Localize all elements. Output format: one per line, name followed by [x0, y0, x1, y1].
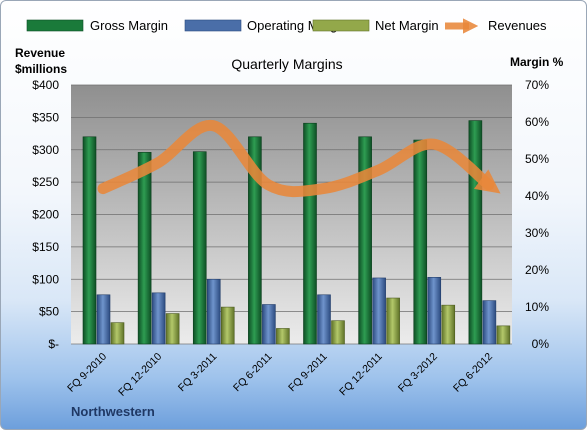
right-tick-label: 30%	[525, 226, 549, 240]
right-tick-label: 40%	[525, 189, 549, 203]
left-tick-label: $150	[32, 240, 59, 254]
left-tick-label: $400	[32, 78, 59, 92]
left-axis-ticks: $- $50 $100 $150 $200 $250 $300 $350 $400	[32, 78, 59, 351]
gross-margin-bar	[82, 136, 97, 345]
operating-margin-bar	[427, 277, 442, 345]
right-tick-label: 50%	[525, 152, 549, 166]
legend: Gross Margin Operating Margin Net Margin…	[26, 18, 547, 34]
legend-label-net-margin: Net Margin	[375, 18, 439, 33]
category-label: FQ 9-2010	[65, 351, 109, 395]
net-margin-bar	[331, 320, 345, 345]
net-margin-bar	[110, 322, 125, 345]
category-label: FQ 12-2011	[337, 351, 385, 399]
operating-margin-bar	[262, 304, 276, 345]
legend-item-revenues: Revenues	[445, 18, 547, 34]
bars	[82, 120, 511, 345]
right-axis-ticks: 0% 10% 20% 30% 40% 50% 60% 70%	[525, 78, 549, 351]
category-label: FQ 3-2011	[176, 351, 220, 395]
right-axis-title: Margin %	[510, 55, 564, 69]
net-margin-bar	[220, 306, 235, 345]
legend-label-gross-margin: Gross Margin	[90, 18, 168, 33]
gross-margin-bar	[468, 120, 483, 345]
legend-swatch-gross-margin	[26, 19, 84, 32]
legend-swatch-net-margin	[312, 19, 370, 32]
footer-label: Northwestern	[71, 404, 155, 419]
operating-margin-bar	[96, 294, 111, 345]
left-axis-title-line2: $millions	[15, 62, 67, 76]
net-margin-bar	[276, 328, 290, 345]
right-tick-label: 70%	[525, 78, 549, 92]
gross-margin-bar	[303, 122, 317, 345]
left-tick-label: $-	[48, 337, 59, 351]
left-tick-label: $100	[32, 272, 59, 286]
gross-margin-bar	[248, 136, 262, 345]
category-label: FQ 12-2010	[116, 351, 164, 399]
gross-margin-bar	[358, 136, 372, 345]
operating-margin-bar	[372, 277, 386, 345]
left-tick-label: $350	[32, 110, 59, 124]
net-margin-bar	[386, 297, 400, 345]
legend-swatch-operating-margin	[184, 19, 242, 32]
category-label: FQ 3-2012	[396, 351, 440, 395]
operating-margin-bar	[317, 294, 331, 345]
left-axis-title-line1: Revenue	[15, 46, 65, 60]
left-tick-label: $50	[39, 305, 59, 319]
category-labels: FQ 9-2010 FQ 12-2010 FQ 3-2011 FQ 6-2011 FQ …	[65, 351, 495, 399]
gross-margin-bar	[192, 151, 207, 345]
right-tick-label: 10%	[525, 300, 549, 314]
operating-margin-bar	[482, 300, 497, 345]
category-label: FQ 6-2012	[451, 351, 495, 395]
chart-title: Quarterly Margins	[231, 56, 342, 72]
legend-item-net-margin: Net Margin	[312, 18, 439, 33]
revenues-series	[97, 120, 501, 198]
operating-margin-bar	[206, 278, 221, 345]
legend-item-gross-margin: Gross Margin	[26, 18, 168, 33]
category-label: FQ 6-2011	[231, 351, 275, 395]
legend-label-revenues: Revenues	[488, 18, 547, 33]
right-tick-label: 20%	[525, 263, 549, 277]
net-margin-bar	[165, 313, 180, 345]
left-tick-label: $250	[32, 175, 59, 189]
gross-margin-bar	[413, 139, 428, 345]
left-tick-label: $200	[32, 208, 59, 222]
gross-margin-bar	[137, 152, 152, 345]
net-margin-bar	[441, 304, 456, 345]
net-margin-bar	[496, 325, 511, 345]
category-label: FQ 9-2011	[286, 351, 330, 395]
right-tick-label: 0%	[532, 337, 550, 351]
revenues-line	[97, 120, 501, 198]
right-tick-label: 60%	[525, 115, 549, 129]
left-tick-label: $300	[32, 143, 59, 157]
operating-margin-bar	[151, 292, 166, 345]
